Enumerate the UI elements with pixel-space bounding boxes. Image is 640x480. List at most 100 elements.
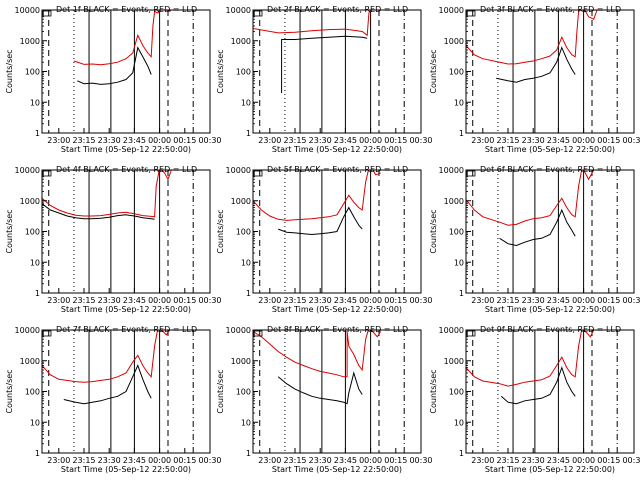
series-line-lld	[253, 10, 372, 37]
chart-panel: Det 1f BLACK = Events, RED = LLD 1 10 100 10…	[5, 5, 222, 154]
chart-title: Det 3f BLACK = Events, RED = LLD	[480, 5, 621, 14]
x-tick-label: 00:00	[148, 136, 171, 145]
x-tick-label: 23:15	[283, 136, 306, 145]
series-line-events	[281, 35, 368, 93]
y-tick-label: 100	[236, 388, 251, 397]
x-tick-label: 23:00	[258, 296, 281, 305]
x-tick-label: 23:00	[47, 136, 70, 145]
y-tick-label: 10	[30, 98, 40, 107]
y-tick-label: 100	[449, 68, 464, 77]
y-tick-label: 10	[241, 418, 251, 427]
title-marker-box	[253, 170, 263, 177]
title-marker-box	[466, 330, 476, 337]
y-tick-label: 1	[459, 129, 464, 138]
y-tick-label: 10	[30, 418, 40, 427]
y-tick-label: 100	[236, 228, 251, 237]
y-tick-label: 1000	[231, 197, 251, 206]
x-tick-label: 23:00	[47, 456, 70, 465]
x-axis-label: Start Time (05-Sep-12 22:50:00)	[61, 465, 191, 474]
title-marker-box	[42, 330, 52, 337]
x-axis-label: Start Time (05-Sep-12 22:50:00)	[272, 305, 402, 314]
series-line-events	[496, 46, 576, 83]
y-axis-label: Counts/sec	[216, 369, 225, 413]
panels-grid: Det 1f BLACK = Events, RED = LLD11010010…	[5, 5, 640, 474]
y-tick-label: 10000	[15, 326, 40, 335]
x-tick-label: 23:15	[496, 136, 519, 145]
chart-panel: Det 3f BLACK = Events, RED = LLD 1 10 100 10…	[429, 5, 640, 154]
x-tick-label: 23:30	[98, 136, 121, 145]
y-tick-label: 100	[25, 228, 40, 237]
x-tick-label: 00:15	[173, 296, 196, 305]
y-tick-label: 1000	[444, 197, 464, 206]
x-tick-label: 23:00	[258, 136, 281, 145]
y-tick-label: 1	[246, 289, 251, 298]
x-tick-label: 23:45	[123, 456, 146, 465]
x-tick-label: 00:30	[198, 296, 221, 305]
series-line-lld	[466, 170, 595, 226]
y-tick-label: 1000	[20, 37, 40, 46]
series-line-lld	[73, 10, 172, 66]
x-axis-label: Start Time (05-Sep-12 22:50:00)	[485, 465, 615, 474]
x-axis-label: Start Time (05-Sep-12 22:50:00)	[485, 145, 615, 154]
series-line-lld	[466, 330, 595, 387]
x-tick-label: 00:30	[622, 456, 640, 465]
x-tick-label: 23:45	[334, 296, 357, 305]
y-tick-label: 1000	[231, 357, 251, 366]
x-tick-label: 00:30	[409, 296, 432, 305]
title-marker-box	[42, 170, 52, 177]
y-tick-label: 10000	[15, 166, 40, 175]
x-tick-label: 23:15	[72, 296, 95, 305]
x-tick-label: 00:15	[384, 456, 407, 465]
series-line-events	[278, 206, 363, 236]
x-tick-label: 23:30	[309, 136, 332, 145]
x-tick-label: 00:00	[572, 136, 595, 145]
series-line-events	[77, 46, 152, 85]
x-tick-label: 23:45	[123, 296, 146, 305]
x-tick-label: 23:15	[283, 456, 306, 465]
y-axis-label: Counts/sec	[216, 49, 225, 93]
y-tick-label: 10	[454, 418, 464, 427]
y-tick-label: 1	[35, 449, 40, 458]
chart-panel: Det 9f BLACK = Events, RED = LLD 1 10 100 10…	[429, 325, 640, 474]
y-tick-label: 10000	[439, 166, 464, 175]
y-tick-label: 10	[241, 98, 251, 107]
chart-title: Det 9f BLACK = Events, RED = LLD	[480, 325, 621, 334]
chart-panel: Det 8f BLACK = Events, RED = LLD 1 10 100 10…	[216, 325, 433, 474]
x-tick-label: 00:00	[359, 456, 382, 465]
chart-title: Det 6f BLACK = Events, RED = LLD	[480, 165, 621, 174]
x-tick-label: 23:00	[47, 296, 70, 305]
y-tick-label: 10	[30, 258, 40, 267]
y-axis-label: Counts/sec	[5, 49, 14, 93]
y-tick-label: 1	[246, 449, 251, 458]
x-tick-label: 00:15	[173, 136, 196, 145]
chart-title: Det 4f BLACK = Events, RED = LLD	[56, 165, 197, 174]
x-tick-label: 23:30	[522, 136, 545, 145]
x-tick-label: 23:45	[334, 456, 357, 465]
y-tick-label: 10	[454, 258, 464, 267]
series-line-lld	[253, 170, 381, 221]
x-tick-label: 00:30	[409, 136, 432, 145]
y-axis-label: Counts/sec	[5, 209, 14, 253]
y-tick-label: 10000	[226, 166, 251, 175]
chart-panel: Det 2f BLACK = Events, RED = LLD 1 10 100 10…	[216, 5, 433, 154]
series-line-lld	[42, 330, 171, 383]
x-tick-label: 23:00	[471, 296, 494, 305]
y-axis-label: Counts/sec	[429, 369, 438, 413]
x-tick-label: 00:00	[148, 296, 171, 305]
x-tick-label: 23:00	[471, 456, 494, 465]
y-tick-label: 100	[449, 388, 464, 397]
x-tick-label: 23:30	[522, 456, 545, 465]
x-tick-label: 23:45	[547, 136, 570, 145]
y-tick-label: 10000	[439, 326, 464, 335]
x-tick-label: 23:45	[547, 456, 570, 465]
x-tick-label: 23:30	[309, 296, 332, 305]
chart-title: Det 8f BLACK = Events, RED = LLD	[267, 325, 408, 334]
y-tick-label: 1	[35, 129, 40, 138]
series-line-events	[500, 366, 576, 405]
y-axis-label: Counts/sec	[429, 49, 438, 93]
y-tick-label: 1000	[444, 357, 464, 366]
series-line-lld	[253, 330, 382, 378]
chart-title: Det 2f BLACK = Events, RED = LLD	[267, 5, 408, 14]
chart-panel: Det 6f BLACK = Events, RED = LLD 1 10 100 10…	[429, 165, 640, 314]
chart-panel: Det 5f BLACK = Events, RED = LLD 1 10 100 10…	[216, 165, 433, 314]
